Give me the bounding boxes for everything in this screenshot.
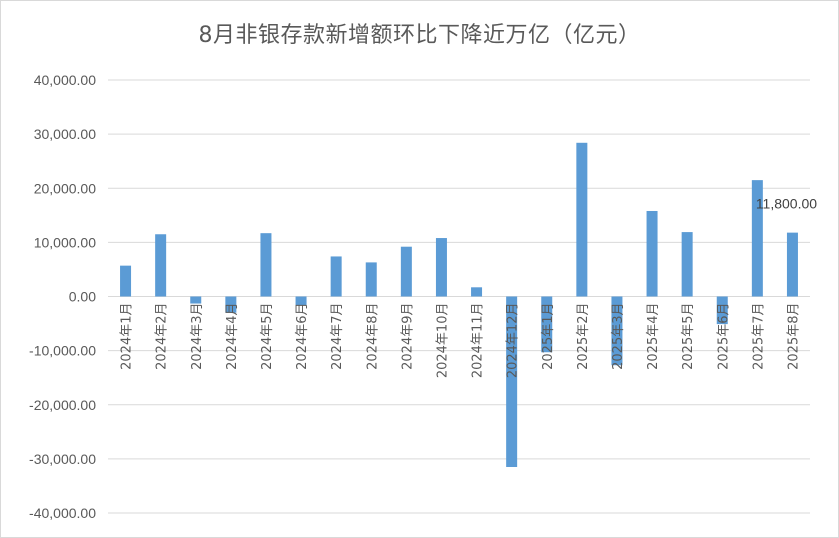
y-tick-label: 30,000.00 xyxy=(34,126,96,142)
y-tick-label: 40,000.00 xyxy=(34,72,96,88)
y-tick-label: -10,000.00 xyxy=(29,343,96,359)
bar xyxy=(716,296,728,325)
x-tick-label: 2025年8月 xyxy=(786,303,801,370)
x-tick-label: 2025年4月 xyxy=(646,303,661,370)
x-tick-label: 2024年11月 xyxy=(471,303,486,379)
bar xyxy=(295,296,307,306)
bar xyxy=(471,287,483,297)
y-tick-label: -30,000.00 xyxy=(29,451,96,467)
data-label: 11,800.00 xyxy=(756,196,817,212)
x-tick-label: 2024年4月 xyxy=(225,303,240,370)
y-tick-label: -40,000.00 xyxy=(29,505,96,521)
y-tick-label: -20,000.00 xyxy=(29,397,96,413)
bar xyxy=(506,296,518,467)
x-tick-label: 2024年3月 xyxy=(190,303,205,370)
x-tick-label: 2024年1月 xyxy=(120,303,135,370)
bar xyxy=(155,234,167,297)
bar xyxy=(751,180,763,297)
x-tick-label: 2025年3月 xyxy=(611,303,626,370)
y-tick-label: 20,000.00 xyxy=(34,180,96,196)
y-tick-label: 0.00 xyxy=(69,289,96,305)
x-tick-label: 2025年1月 xyxy=(541,303,556,370)
x-tick-label: 2024年2月 xyxy=(155,303,170,370)
x-tick-label: 2024年10月 xyxy=(435,303,450,379)
x-tick-label: 2025年7月 xyxy=(751,303,766,370)
bar xyxy=(786,232,798,297)
x-tick-label: 2025年5月 xyxy=(681,303,696,370)
x-tick-label: 2024年7月 xyxy=(330,303,345,370)
bar xyxy=(365,262,377,297)
bar xyxy=(576,142,588,297)
x-tick-label: 2024年9月 xyxy=(400,303,415,370)
chart-title: 8月非银存款新增额环比下降近万亿（亿元） xyxy=(198,23,641,48)
bar xyxy=(541,296,553,353)
x-tick-label: 2024年5月 xyxy=(260,303,275,370)
x-tick-label: 2025年6月 xyxy=(716,303,731,370)
bar xyxy=(646,210,658,297)
x-tick-label: 2024年6月 xyxy=(295,303,310,370)
bar xyxy=(260,233,272,297)
y-tick-label: 10,000.00 xyxy=(34,234,96,250)
x-tick-label: 2025年2月 xyxy=(576,303,591,370)
x-tick-label: 2024年8月 xyxy=(365,303,380,370)
bar xyxy=(225,296,237,313)
bar xyxy=(120,265,132,297)
bar xyxy=(435,238,447,297)
bar xyxy=(611,296,623,366)
bar xyxy=(400,246,412,297)
x-tick-label: 2024年12月 xyxy=(506,303,521,379)
bar xyxy=(681,232,693,297)
bar xyxy=(190,296,202,304)
bar xyxy=(330,256,342,297)
